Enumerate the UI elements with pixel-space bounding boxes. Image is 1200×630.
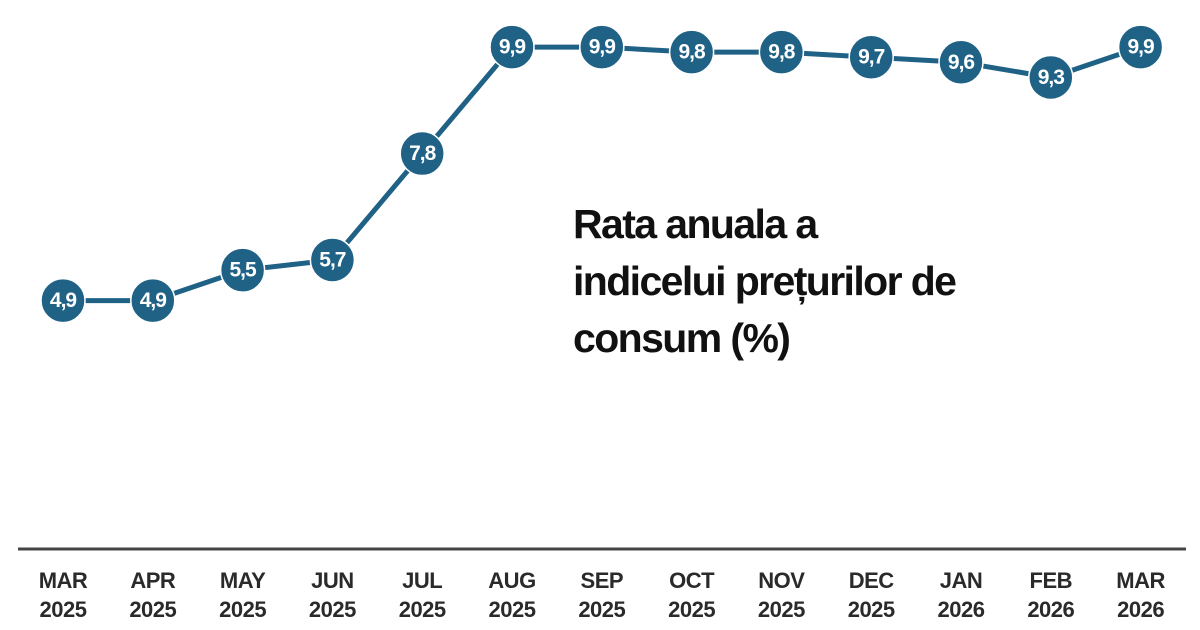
point [130,277,176,324]
point [1028,54,1074,101]
data-label: 5,7 [319,249,346,272]
x-tick-label: MAR 2026 [1116,568,1165,622]
data-label: 9,8 [678,41,706,64]
x-tick-label: FEB 2026 [1027,568,1075,622]
point [848,34,894,80]
data-label: 9,9 [589,36,616,59]
chart-title: Rata anuala a indicelui prețurilor de co… [573,201,957,361]
point [668,29,715,75]
x-tick-label: DEC 2025 [847,568,895,622]
point [758,29,805,75]
point [579,24,625,70]
point [219,247,266,293]
x-tick-label: MAR 2025 [38,568,88,622]
data-label: 9,8 [768,41,796,64]
data-label: 9,9 [1127,36,1154,59]
point [399,130,445,177]
x-tick-label: APR 2025 [129,568,177,622]
x-tick-label: SEP 2025 [578,568,626,622]
x-tick-label: JUN 2025 [308,568,356,622]
data-label: 5,5 [229,259,257,282]
point [309,237,356,283]
data-label: 9,6 [948,51,975,74]
point [40,277,86,324]
x-tick-label: MAY 2025 [219,568,267,622]
data-label: 4,9 [50,289,77,312]
x-tick-label: AUG 2025 [488,568,536,622]
data-label: 9,9 [499,36,526,59]
x-tick-label: NOV 2025 [757,568,805,622]
point [938,39,984,86]
point [489,24,535,70]
x-tick-label: JAN 2026 [937,568,985,622]
point [1117,24,1164,70]
x-tick-label: JUL 2025 [398,568,446,622]
data-label: 9,3 [1038,66,1065,89]
data-label: 9,7 [858,46,885,69]
data-label: 7,8 [409,142,437,165]
data-label: 4,9 [140,289,167,312]
x-tick-label: OCT 2025 [668,568,716,622]
